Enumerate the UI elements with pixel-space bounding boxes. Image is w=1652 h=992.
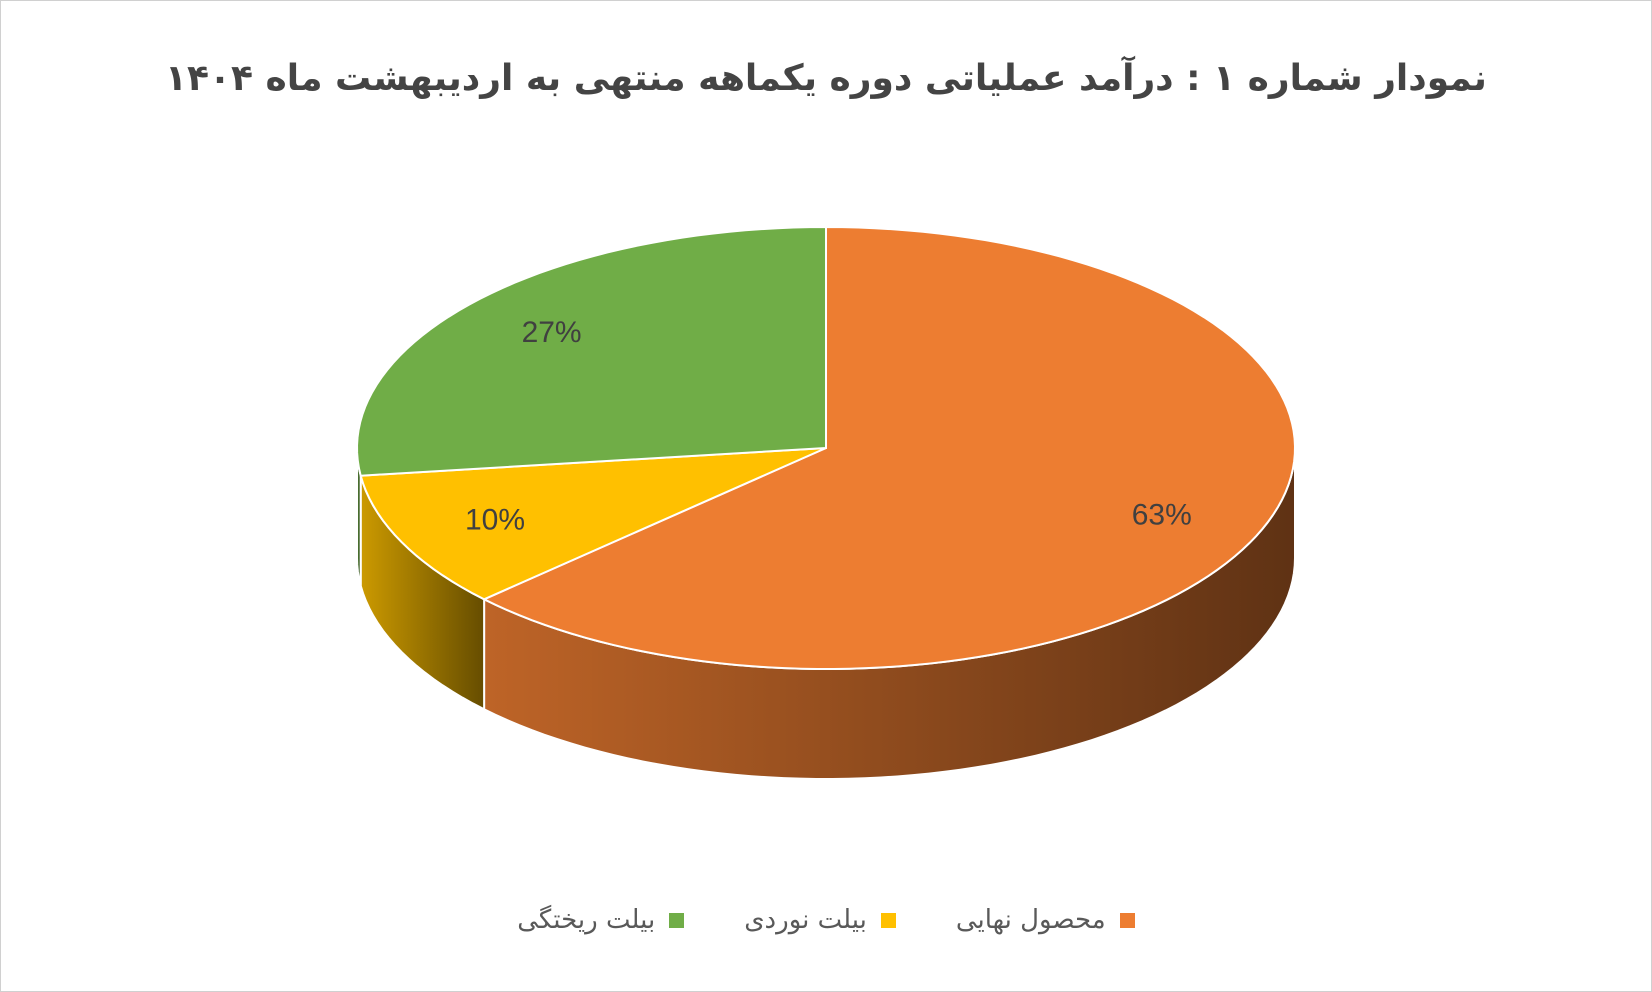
slice [481,225,1296,670]
legend-swatch [669,912,685,928]
value-label: 63% [1132,498,1192,531]
legend-item: بیلت نوردی [744,905,896,935]
legend-swatch [880,912,896,928]
legend-item: بیلت ریختگی [517,905,685,935]
legend-item: محصول نهایی [956,905,1135,935]
value-label: 27% [522,316,582,349]
legend: محصول نهایی بیلت نوردی بیلت ریختگی [0,905,1652,935]
legend-label: بیلت ریختگی [517,905,656,935]
legend-label: بیلت نوردی [744,905,867,935]
legend-label: محصول نهایی [955,905,1106,935]
slice [356,225,827,477]
chart-title: نمودار شماره ۱ : درآمد عملیاتی دوره یکما… [165,55,1487,99]
legend-swatch [1119,912,1135,928]
slice [359,447,827,601]
value-label: 10% [465,503,525,536]
